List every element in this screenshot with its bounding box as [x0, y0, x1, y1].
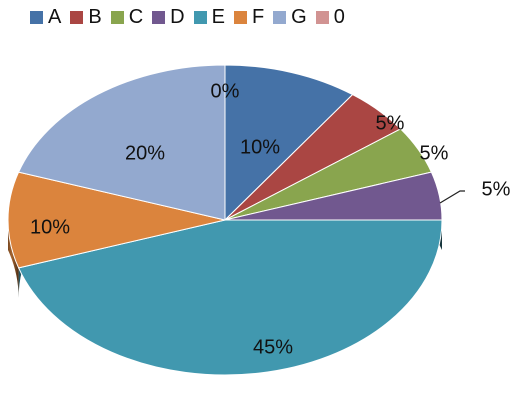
legend-label-G: G: [291, 6, 307, 28]
legend-label-A: A: [48, 6, 62, 28]
legend-swatch-0: [315, 11, 329, 24]
legend-item-E: E: [193, 6, 225, 29]
legend-swatch-G: [273, 11, 287, 24]
legend-item-F: F: [233, 6, 265, 29]
legend-item-A: A: [30, 6, 61, 29]
legend-swatch-F: [233, 11, 247, 24]
pie-slice-F: [7, 171, 226, 269]
legend-label-E: E: [211, 6, 225, 28]
legend-swatch-D: [152, 11, 166, 24]
pie-slice-A: [224, 64, 354, 222]
legend-item-D: D: [152, 6, 185, 29]
legend-swatch-A: [30, 11, 43, 24]
pie-top: [7, 64, 443, 376]
legend-swatch-E: [193, 11, 207, 24]
legend-item-B: B: [70, 6, 102, 29]
legend: A B C D E F G 0: [30, 6, 354, 29]
data-label-E: 45%: [253, 336, 293, 358]
legend-label-0: 0: [333, 6, 345, 28]
pie-labels: 10% 5% 5% 5% 45% 10% 20% 0%: [30, 80, 511, 358]
data-label-A: 10%: [240, 136, 280, 158]
legend-item-C: C: [110, 6, 144, 29]
data-label-B: 5%: [376, 112, 405, 134]
legend-label-D: D: [170, 6, 185, 28]
legend-item-0: 0: [315, 6, 345, 29]
legend-label-F: F: [251, 6, 265, 28]
data-label-C: 5%: [420, 142, 449, 164]
leader-line-D: [439, 190, 465, 204]
data-label-G: 20%: [125, 142, 165, 164]
legend-label-B: B: [88, 6, 102, 28]
pie-slice-E: [17, 219, 443, 376]
legend-item-G: G: [273, 6, 307, 29]
data-label-F: 10%: [30, 216, 70, 238]
legend-swatch-C: [110, 11, 124, 24]
legend-swatch-B: [70, 11, 84, 24]
legend-label-C: C: [128, 6, 144, 28]
data-label-0: 0%: [211, 80, 240, 102]
data-label-D: 5%: [482, 178, 511, 200]
pie-slice-G: [17, 64, 226, 221]
